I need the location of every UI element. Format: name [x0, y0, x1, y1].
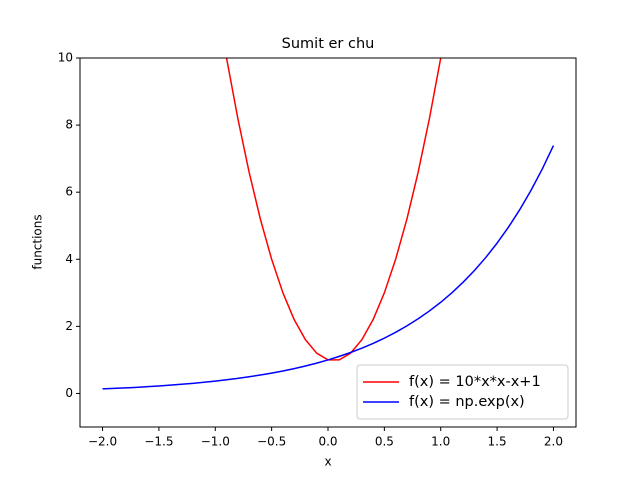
y-tick-label: 4 — [65, 252, 73, 266]
chart-title: Sumit er chu — [282, 36, 375, 52]
x-tick-label: 2.0 — [544, 435, 563, 449]
x-tick-label: −1.0 — [201, 435, 230, 449]
x-tick-label: −0.5 — [257, 435, 286, 449]
y-axis-label: functions — [31, 214, 45, 269]
x-tick-label: 0.5 — [375, 435, 394, 449]
x-tick-label: 1.0 — [431, 435, 450, 449]
x-tick-label: −2.0 — [88, 435, 117, 449]
legend-box — [356, 364, 569, 420]
series-line — [102, 145, 555, 390]
x-tick-label: −1.5 — [144, 435, 173, 449]
x-tick-label: 0.0 — [318, 435, 337, 449]
legend-label: f(x) = np.exp(x) — [409, 394, 525, 410]
x-tick-label: 1.5 — [488, 435, 507, 449]
x-axis-label: x — [324, 455, 331, 469]
legend-label: f(x) = 10*x*x-x+1 — [409, 374, 541, 390]
y-tick-label: 6 — [65, 185, 73, 199]
y-tick-label: 10 — [58, 51, 73, 65]
y-tick-label: 2 — [65, 319, 73, 333]
plot-lines — [102, 58, 555, 390]
y-tick-label: 0 — [65, 386, 73, 400]
y-tick-label: 8 — [65, 118, 73, 132]
